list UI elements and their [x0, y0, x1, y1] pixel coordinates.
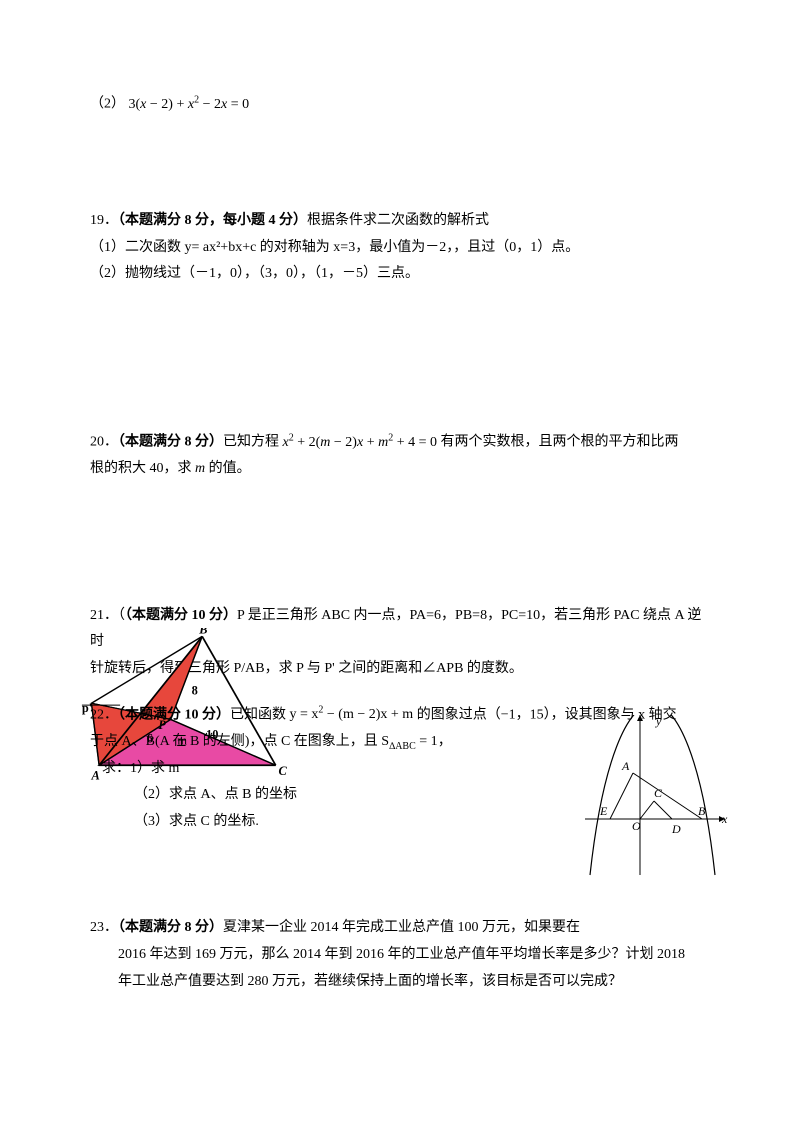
q19-line1: （1）二次函数 y= ax²+bx+c 的对称轴为 x=3，最小值为－2，，且过… — [90, 235, 710, 262]
q19-bold: （本题满分 8 分，每小题 4 分） — [118, 213, 307, 228]
q20-equation: x2 + 2(m − 2)x + m2 + 4 = 0 — [283, 435, 438, 450]
q22-line4: （2）求点 A、点 B 的坐标 — [90, 782, 710, 809]
q18-expr: 3(x − 2) + x2 − 2x = 0 — [129, 97, 250, 112]
q22-posta: 已知函数 — [230, 707, 290, 722]
q20-posta: 已知方程 — [223, 435, 283, 450]
q23-bold: （本题满分 8 分） — [118, 920, 223, 935]
question-20: 20．（本题满分 8 分）已知方程 x2 + 2(m − 2)x + m2 + … — [90, 428, 710, 483]
q21-line2: 针旋转后，得到三角形 P/AB，求 P 与 P' 之间的距离和∠APB 的度数。 — [90, 656, 710, 683]
question-18-part2: （2） 3(x − 2) + x2 − 2x = 0 — [90, 90, 710, 118]
q20-postb: 有两个实数根，且两个根的平方和比两 — [437, 435, 679, 450]
q20-num: 20． — [90, 435, 118, 450]
q20-heading: 20．（本题满分 8 分）已知方程 x2 + 2(m − 2)x + m2 + … — [90, 428, 710, 456]
q20-line2: 根的积大 40，求 m 的值。 — [90, 456, 710, 483]
q18-num: （2） — [90, 97, 125, 112]
q23-heading: 23．（本题满分 8 分）夏津某一企业 2014 年完成工业总产值 100 万元… — [90, 915, 710, 942]
q22-func: y = x2 − (m − 2)x + m — [290, 707, 414, 722]
q21-heading: 21．（（本题满分 10 分）P 是正三角形 ABC 内一点，PA=6，PB=8… — [90, 603, 710, 656]
q22-line3: 求：1）求 m — [90, 756, 710, 783]
q23-line3: 年工业总产值要达到 280 万元，若继续保持上面的增长率，该目标是否可以完成？ — [90, 969, 710, 996]
q19-line2: （2）抛物线过（－1，0），（3，0），（1，－5）三点。 — [90, 261, 710, 288]
q21-bold: （本题满分 10 分） — [125, 608, 237, 623]
question-23: 23．（本题满分 8 分）夏津某一企业 2014 年完成工业总产值 100 万元… — [90, 915, 710, 995]
q22-postb: 的图象过点（−1，15），设其图象与 x 轴交 — [413, 707, 676, 722]
question-21: 21．（（本题满分 10 分）P 是正三角形 ABC 内一点，PA=6，PB=8… — [90, 603, 710, 683]
q19-num: 19． — [90, 213, 118, 228]
q23-num: 23． — [90, 920, 118, 935]
question-19: 19．（本题满分 8 分，每小题 4 分）根据条件求二次函数的解析式 （1）二次… — [90, 208, 710, 288]
q21-num: 21．（ — [90, 608, 125, 623]
q23-post: 夏津某一企业 2014 年完成工业总产值 100 万元，如果要在 — [223, 920, 580, 935]
q22-line5: （3）求点 C 的坐标. — [90, 809, 710, 836]
q22-heading: 22．（本题满分 10 分）已知函数 y = x2 − (m − 2)x + m… — [90, 701, 710, 729]
q22-sabc: S∆ABC = 1 — [381, 734, 437, 749]
q20-bold: （本题满分 8 分） — [118, 435, 223, 450]
q19-heading: 19．（本题满分 8 分，每小题 4 分）根据条件求二次函数的解析式 — [90, 208, 710, 235]
q22-bold: （本题满分 10 分） — [118, 707, 230, 722]
q19-post: 根据条件求二次函数的解析式 — [307, 213, 489, 228]
q22-num: 22． — [90, 707, 118, 722]
question-22: 22．（本题满分 10 分）已知函数 y = x2 − (m − 2)x + m… — [90, 701, 710, 836]
q23-line2: 2016 年达到 169 万元，那么 2014 年到 2016 年的工业总产值年… — [90, 942, 710, 969]
q22-line2: 于点 A、B(A 在 B 的左侧)，点 C 在图象上，且 S∆ABC = 1， — [90, 729, 710, 756]
